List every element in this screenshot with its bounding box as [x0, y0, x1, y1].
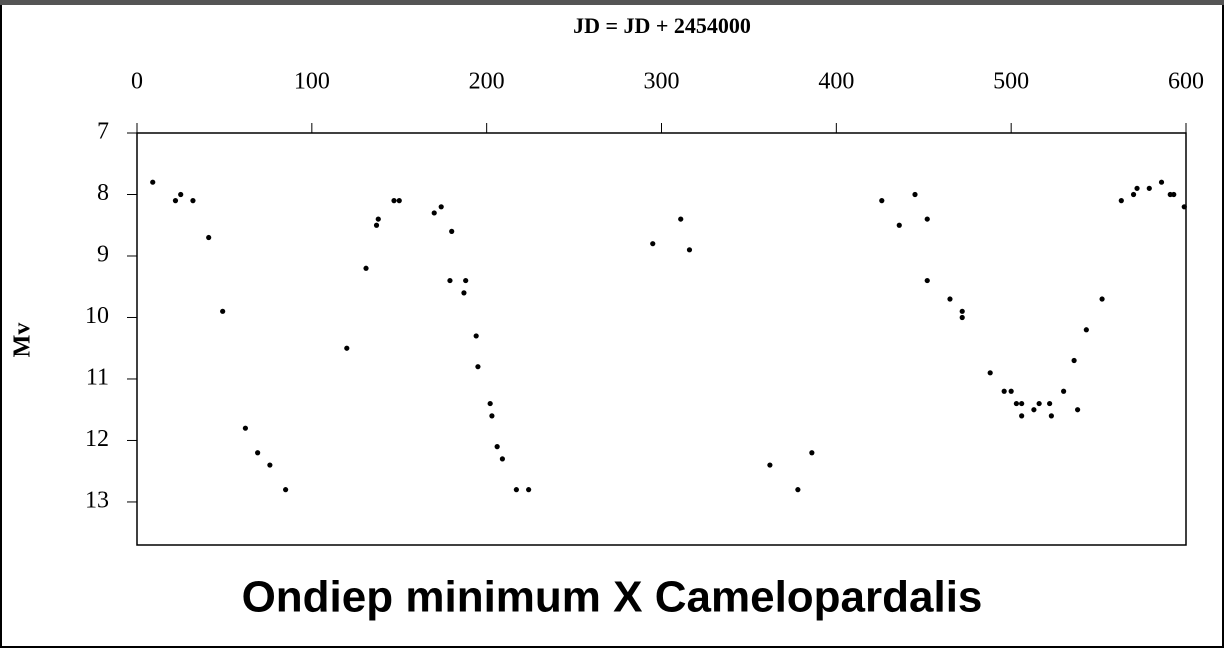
point: [912, 191, 918, 198]
point: [255, 450, 261, 456]
point: [1047, 400, 1053, 407]
x-tick-label: 0: [131, 69, 143, 95]
point: [499, 456, 506, 462]
point: [431, 210, 437, 216]
top-strip: [0, 0, 1224, 5]
point: [947, 296, 953, 302]
point: [463, 277, 469, 284]
point: [220, 308, 226, 314]
x-tick-label: 400: [818, 69, 854, 95]
point: [267, 462, 273, 468]
point: [489, 413, 495, 419]
y-tick-label: 12: [85, 426, 109, 452]
point: [1071, 357, 1077, 364]
point: [1130, 191, 1137, 198]
point: [959, 314, 965, 321]
point: [1171, 191, 1177, 198]
point: [795, 487, 801, 493]
point: [1083, 327, 1089, 333]
point: [924, 277, 930, 284]
x-tick-label: 600: [1168, 69, 1204, 95]
y-tick-label: 10: [85, 303, 109, 329]
x-tick-label: 300: [644, 69, 680, 95]
point: [438, 204, 444, 210]
point: [987, 370, 993, 376]
point: [475, 364, 481, 370]
point: [686, 247, 693, 253]
y-tick-label: 7: [97, 119, 109, 145]
point: [959, 308, 965, 314]
point: [924, 216, 930, 222]
y-tick-label: 13: [85, 487, 109, 513]
y-axis-title: Mv: [10, 323, 36, 358]
point: [447, 277, 453, 284]
point: [178, 191, 184, 198]
point: [1181, 204, 1187, 210]
point: [526, 487, 532, 493]
point: [1134, 185, 1140, 191]
point: [1019, 413, 1025, 419]
y-tick-label: 9: [97, 241, 109, 267]
point: [391, 198, 397, 204]
point: [1158, 179, 1165, 185]
point: [1008, 388, 1014, 394]
x-tick-label: 100: [294, 69, 330, 95]
point: [150, 179, 156, 185]
point: [1013, 400, 1020, 407]
point: [1036, 400, 1042, 407]
point: [190, 198, 196, 204]
x-axis-title: JD = JD + 2454000: [573, 13, 751, 38]
point: [1061, 388, 1067, 394]
point: [487, 400, 493, 407]
point: [494, 444, 500, 450]
point: [449, 228, 455, 234]
point: [1001, 388, 1007, 394]
point: [1031, 407, 1037, 413]
point: [206, 234, 212, 241]
point: [242, 425, 248, 431]
point: [344, 345, 350, 351]
x-tick-label: 200: [469, 69, 505, 95]
point: [1075, 407, 1081, 413]
point: [283, 487, 289, 493]
point: [172, 198, 179, 204]
y-tick-label: 11: [86, 364, 109, 390]
point: [396, 198, 402, 204]
point: [1118, 198, 1124, 204]
point: [879, 198, 885, 204]
point: [1146, 185, 1152, 191]
point: [473, 333, 479, 339]
y-tick-label: 8: [97, 180, 109, 206]
point: [513, 487, 519, 493]
point: [375, 216, 381, 222]
point: [461, 290, 467, 296]
point: [809, 450, 815, 456]
point: [650, 241, 656, 247]
point: [1099, 296, 1105, 302]
point: [1048, 413, 1054, 419]
point: [373, 222, 380, 228]
point: [363, 265, 369, 271]
chart-title: Ondiep minimum X Camelopardalis: [242, 573, 983, 622]
point: [896, 222, 902, 228]
point: [767, 462, 773, 468]
point: [1019, 400, 1025, 407]
point: [678, 216, 684, 222]
x-tick-label: 500: [993, 69, 1029, 95]
